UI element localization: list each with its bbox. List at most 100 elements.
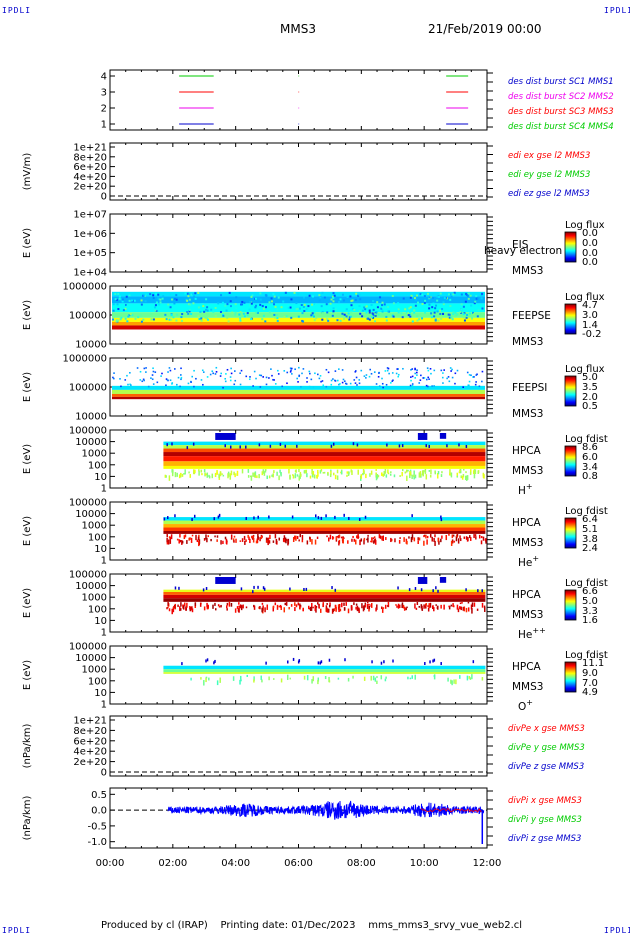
heatmap-cell bbox=[348, 516, 350, 520]
heatmap-band bbox=[163, 598, 486, 602]
heatmap-cell bbox=[117, 292, 120, 295]
heatmap-cell bbox=[313, 315, 316, 318]
heatmap-cell bbox=[236, 470, 239, 476]
heatmap-cell bbox=[330, 470, 332, 476]
heatmap-cell bbox=[465, 588, 467, 592]
heatmap-cell bbox=[173, 297, 176, 300]
heatmap-cell bbox=[345, 382, 347, 385]
heatmap-cell bbox=[410, 379, 412, 382]
heatmap-cell bbox=[273, 678, 275, 680]
y-tick-label: 2e+20 bbox=[73, 182, 107, 193]
heatmap-cell bbox=[356, 605, 359, 612]
heatmap-cell bbox=[398, 444, 401, 448]
heatmap-cell bbox=[212, 372, 214, 375]
heatmap-cell bbox=[336, 379, 339, 382]
heatmap-cell bbox=[131, 299, 134, 302]
y-tick-label: 8e+20 bbox=[73, 726, 107, 737]
heatmap-cell bbox=[469, 294, 472, 297]
heatmap-cell bbox=[240, 587, 243, 591]
heatmap-cell bbox=[187, 303, 190, 306]
heatmap-cell bbox=[471, 602, 474, 607]
heatmap-cell bbox=[342, 538, 345, 544]
y-tick-label: 4e+20 bbox=[73, 747, 107, 758]
heatmap-cell bbox=[248, 378, 251, 381]
heatmap-cell bbox=[327, 371, 330, 374]
heatmap-cell bbox=[273, 295, 276, 298]
heatmap-cell bbox=[332, 310, 335, 313]
heatmap-cell bbox=[383, 471, 385, 476]
heatmap-cell bbox=[330, 298, 333, 301]
heatmap-cell bbox=[432, 589, 434, 593]
heatmap-cell bbox=[236, 606, 239, 609]
time-tick-label: 00:00 bbox=[96, 858, 125, 869]
heatmap-cell bbox=[320, 608, 322, 613]
heatmap-cell bbox=[199, 310, 202, 313]
heatmap-cell bbox=[166, 443, 168, 447]
heatmap-cell bbox=[312, 606, 314, 609]
heatmap-cell bbox=[295, 308, 298, 311]
heatmap-cell bbox=[326, 535, 328, 538]
heatmap-cell bbox=[259, 292, 262, 295]
heatmap-cell bbox=[201, 369, 204, 372]
heatmap-cell bbox=[239, 317, 242, 320]
heatmap-cell bbox=[476, 315, 479, 318]
heatmap-cell bbox=[297, 381, 299, 383]
heatmap-cell bbox=[174, 514, 176, 518]
heatmap-cell bbox=[368, 608, 370, 612]
heatmap-cell bbox=[416, 601, 419, 605]
heatmap-cell bbox=[355, 606, 357, 610]
heatmap-cell bbox=[356, 535, 358, 539]
heatmap-cell bbox=[362, 468, 365, 475]
heatmap-cell bbox=[435, 304, 438, 307]
heatmap-cell bbox=[466, 475, 469, 480]
heatmap-cell bbox=[453, 679, 455, 684]
heatmap-cell bbox=[465, 471, 467, 474]
heatmap-cell bbox=[443, 297, 446, 300]
heatmap-cell bbox=[313, 311, 316, 314]
heatmap-cell bbox=[151, 378, 154, 381]
heatmap-cell bbox=[186, 540, 188, 544]
heatmap-cell bbox=[164, 313, 167, 316]
y-tick-label: 100000 bbox=[69, 383, 107, 394]
heatmap-cell bbox=[203, 469, 206, 473]
heatmap-cell bbox=[286, 674, 289, 680]
heatmap-cell bbox=[340, 471, 342, 474]
y-tick-label: 1e+21 bbox=[73, 143, 107, 154]
heatmap-cell bbox=[459, 311, 462, 314]
heatmap-cell bbox=[332, 536, 334, 540]
heatmap-cell bbox=[175, 294, 178, 297]
heatmap-cell bbox=[321, 312, 324, 315]
spacecraft-label: MMS3 bbox=[512, 609, 543, 621]
species-label: H+ bbox=[518, 482, 533, 497]
heatmap-cell bbox=[442, 382, 444, 384]
heatmap-cell bbox=[463, 468, 465, 471]
heatmap-cell bbox=[431, 306, 434, 309]
heatmap-cell bbox=[301, 372, 303, 375]
heatmap-cell bbox=[340, 536, 343, 539]
heatmap-cell bbox=[473, 469, 476, 472]
heatmap-cell bbox=[368, 311, 371, 314]
heatmap-cell bbox=[126, 374, 128, 377]
heatmap-cell bbox=[265, 383, 268, 386]
heatmap-cell bbox=[473, 602, 476, 607]
y-tick-label: 10000 bbox=[75, 509, 107, 520]
heatmap-cell bbox=[465, 444, 468, 448]
heatmap-cell bbox=[469, 537, 472, 541]
heatmap-cell bbox=[309, 607, 312, 611]
heatmap-cell bbox=[266, 540, 268, 543]
colorbar bbox=[564, 375, 577, 407]
heatmap-cell bbox=[180, 376, 183, 379]
heatmap-cell bbox=[295, 535, 297, 541]
heatmap-cell bbox=[181, 473, 184, 477]
heatmap-cell bbox=[332, 442, 335, 446]
heatmap-cell bbox=[289, 475, 291, 480]
heatmap-cell bbox=[290, 316, 293, 319]
y-tick-label: 1000 bbox=[82, 593, 107, 604]
heatmap-cell bbox=[468, 676, 471, 679]
heatmap-cell bbox=[352, 442, 355, 446]
heatmap-cell bbox=[194, 469, 196, 474]
heatmap-cell bbox=[408, 536, 410, 539]
heatmap-cell bbox=[313, 319, 316, 322]
